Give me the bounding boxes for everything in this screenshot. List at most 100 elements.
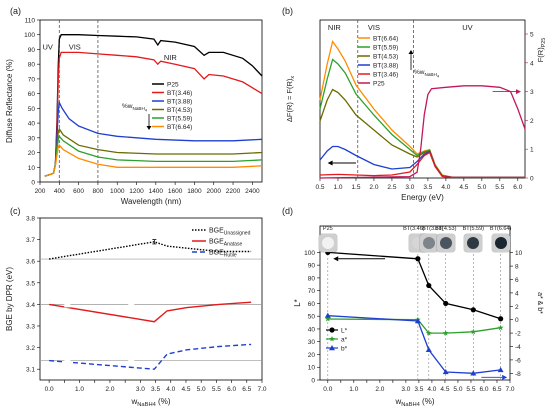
sample-label: BT(5.59) xyxy=(463,226,485,232)
sample-disk xyxy=(467,237,480,249)
data-point xyxy=(470,307,476,313)
legend-label: BT(3.46) xyxy=(373,72,398,79)
x-tick-label: 5.5 xyxy=(495,184,504,191)
x-axis-title: wNaBH4 (%) xyxy=(395,397,435,408)
axis-arrowhead xyxy=(327,160,333,166)
legend-arrowhead xyxy=(408,50,414,54)
x-tick-label: 400 xyxy=(54,188,65,195)
x-tick-label: 7.0 xyxy=(257,386,266,393)
panel-c: (c) 0.0 1.0 2.0 3.0 3.5 4.0 4.5 5.0 5.5 6.0 6.5 7.0 3… xyxy=(5,206,267,408)
region-label: UV xyxy=(43,42,53,51)
x-tick-label: 7.0 xyxy=(505,386,514,393)
sample-photo xyxy=(318,234,337,252)
x-tick-label: 1400 xyxy=(149,188,164,195)
sample-label: BT(3.46) xyxy=(403,226,425,232)
y2-tick-label: 4 xyxy=(515,290,519,297)
legend-label: BT(6.64) xyxy=(373,36,398,43)
series-line xyxy=(48,241,252,260)
x-tick-label: 2000 xyxy=(207,188,222,195)
panel-b: (b) 0.5 1.0 1.5 2.0 2.5 3.0 3.5 4.0 4.5 5.0 5.5 6.0 0… xyxy=(282,6,547,202)
data-point xyxy=(443,300,449,307)
x-tick-label: 1800 xyxy=(187,188,202,195)
y-tick-label: 100 xyxy=(304,250,315,257)
y-axis-title: ΔF(R) = F(R)x xyxy=(285,76,296,123)
panel-a: (a)200 400 600 800 1000 1200 1400 1600 1800 2000 2… xyxy=(5,6,263,206)
series-line xyxy=(327,251,501,320)
y-tick-label: 70 xyxy=(308,288,316,295)
y-tick-label: 20 xyxy=(308,352,316,359)
data-point xyxy=(414,318,421,324)
series-line xyxy=(44,127,263,177)
y-tick-label: 3.5 xyxy=(26,280,35,287)
data-point xyxy=(442,330,449,336)
series-line xyxy=(327,315,501,374)
legend-label: BT(3.46) xyxy=(167,90,192,97)
data-point xyxy=(426,282,432,289)
y-tick-label: 40 xyxy=(308,326,316,333)
y-tick-label: 20 xyxy=(28,150,36,157)
legend-label: BT(6.64) xyxy=(167,124,192,131)
data-point xyxy=(425,346,432,353)
sample-photo xyxy=(464,234,483,252)
plot-frame xyxy=(39,217,263,381)
y-tick-label: 50 xyxy=(28,106,36,113)
y-tick-label: 3.8 xyxy=(26,216,35,223)
panel-d: (d) 0.0 1.0 2.0 3.0 3.5 4.0 4.5 5.0 5.5 6.0 6.5 7.0 0… xyxy=(282,206,543,408)
legend-label: BT(4.53) xyxy=(167,107,192,114)
x-tick-label: 4.5 xyxy=(181,386,190,393)
x-tick-label: 600 xyxy=(73,188,84,195)
x-tick-label: 4.0 xyxy=(166,386,175,393)
series-line xyxy=(44,135,263,177)
legend-arrowhead xyxy=(146,126,152,130)
y-tick-label: 80 xyxy=(28,62,36,69)
y-tick-label: 110 xyxy=(25,18,36,25)
data-point xyxy=(497,366,504,373)
x-axis-title: Wavelength (nm) xyxy=(121,197,182,206)
y-tick-label: 3.4 xyxy=(26,302,35,309)
y2-tick-label: 1 xyxy=(530,147,534,154)
legend-label: BT(3.88) xyxy=(167,99,192,106)
y2-tick-label: 4 xyxy=(530,60,534,67)
y2-tick-label: 5 xyxy=(530,32,534,39)
y2-axis-title: a* & b* xyxy=(536,292,543,314)
data-point xyxy=(425,330,432,336)
series-line xyxy=(319,151,525,179)
y-tick-label: 3.6 xyxy=(26,259,35,266)
x-tick-label: 2.5 xyxy=(387,184,396,191)
plot-frame xyxy=(319,225,511,381)
y-tick-label: 90 xyxy=(308,263,316,270)
region-label: VIS xyxy=(368,23,380,32)
legend-label: BGEUnassigned xyxy=(209,228,251,237)
x-tick-label: 6.0 xyxy=(479,386,488,393)
y2-tick-label: 10 xyxy=(515,250,523,257)
legend-label: BT(5.59) xyxy=(167,116,192,123)
x-tick-label: 5.5 xyxy=(466,386,475,393)
x-tick-label: 6.0 xyxy=(227,386,236,393)
axis-break xyxy=(128,357,135,364)
y-tick-label: 0 xyxy=(311,378,315,385)
y2-tick-label: 2 xyxy=(515,304,519,311)
legend-label: P25 xyxy=(167,82,179,89)
data-point xyxy=(470,328,477,335)
x-tick-label: 4.5 xyxy=(440,386,449,393)
y-tick-label: 80 xyxy=(308,275,316,282)
y2-tick-label: 2 xyxy=(530,118,534,125)
axis-break xyxy=(128,301,135,308)
sample-photo xyxy=(419,234,438,252)
x-tick-label: 4.0 xyxy=(441,184,450,191)
y-tick-label: 100 xyxy=(24,32,35,39)
sample-photo xyxy=(436,234,455,252)
y-tick-label: 50 xyxy=(308,314,316,321)
x-tick-label: 1000 xyxy=(110,188,125,195)
y-tick-label: 90 xyxy=(28,47,36,54)
data-point xyxy=(415,256,421,262)
sample-disk xyxy=(494,237,507,249)
y2-tick-label: -6 xyxy=(515,357,521,364)
y-tick-label: 3.1 xyxy=(26,367,35,374)
x-tick-label: 3.0 xyxy=(136,386,145,393)
y2-tick-label: 8 xyxy=(515,264,519,271)
y-tick-label: 70 xyxy=(28,76,36,83)
x-tick-label: 4.5 xyxy=(459,184,468,191)
legend-label: BGERutile xyxy=(209,250,237,259)
x-tick-label: 5.0 xyxy=(197,386,206,393)
